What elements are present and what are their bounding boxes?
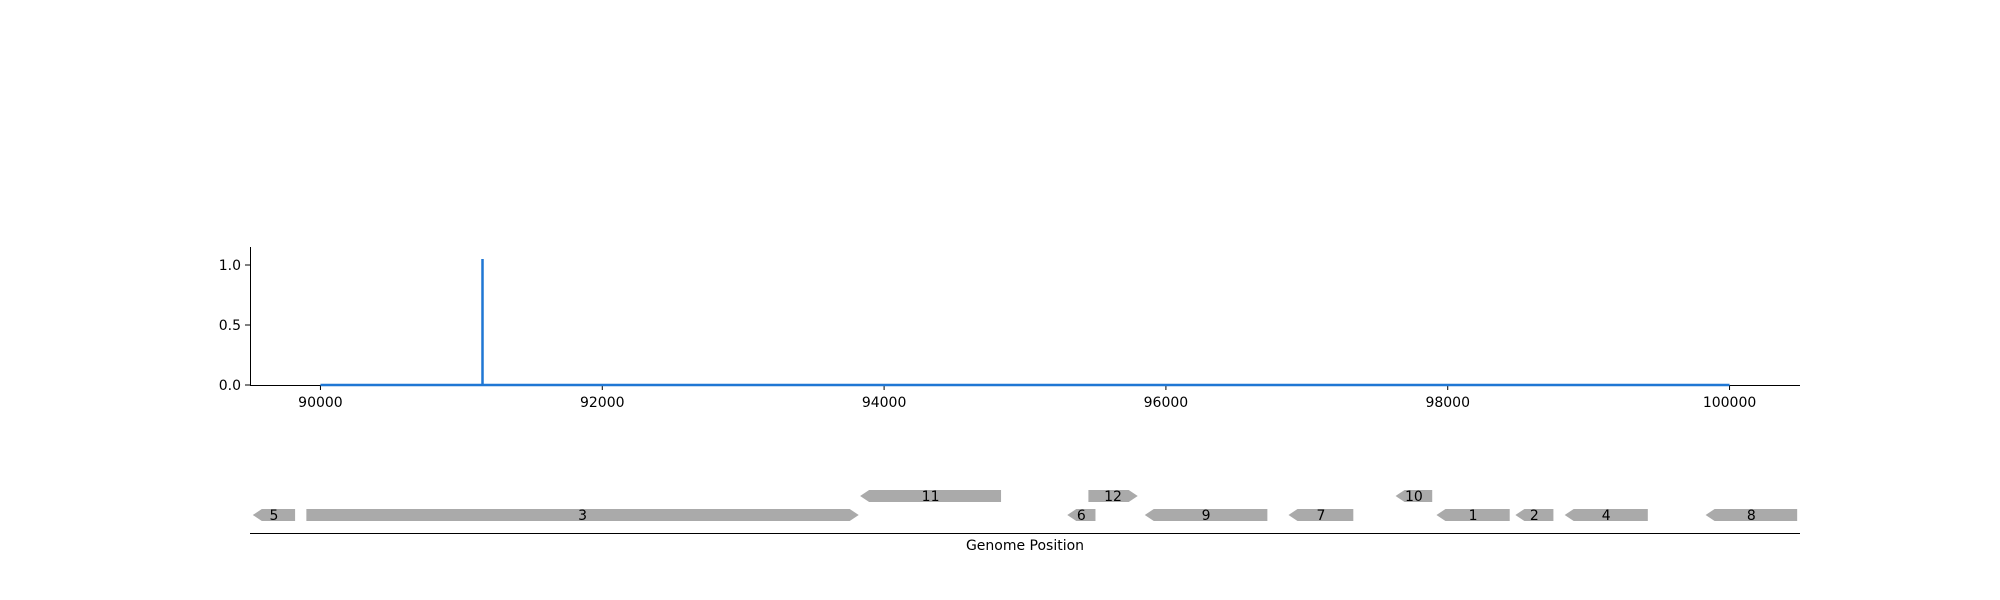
gene-label: 9	[1202, 508, 1211, 524]
y-tick-label: 1.0	[219, 258, 241, 274]
y-ticks: 0.0 0.5 1.0	[219, 258, 250, 394]
gene-arrow	[1144, 509, 1268, 521]
gene-label: 3	[578, 508, 587, 524]
gene-arrow	[860, 490, 1002, 502]
gene-arrow	[1067, 509, 1096, 521]
x-tick-label: 94000	[862, 395, 907, 411]
y-tick-label: 0.5	[219, 318, 241, 334]
gene-label: 5	[269, 508, 278, 524]
gene-arrow	[1436, 509, 1510, 521]
x-tick-label: 96000	[1144, 395, 1189, 411]
gene-label: 6	[1077, 508, 1086, 524]
y-tick-label: 0.0	[219, 378, 241, 394]
gene-arrow	[1395, 490, 1433, 502]
coverage-plot: 0.0 0.5 1.0 90000 92000 94000 96000 98000 10000…	[219, 247, 1800, 411]
x-tick-label: 90000	[298, 395, 343, 411]
x-ticks: 90000 92000 94000 96000 98000 100000	[298, 385, 1756, 411]
coverage-series-line	[320, 259, 1730, 387]
gene-arrow	[1088, 490, 1138, 502]
gene-arrow	[1564, 509, 1648, 521]
x-tick-label: 92000	[580, 395, 625, 411]
x-tick-label: 98000	[1425, 395, 1470, 411]
gene-arrow	[1705, 509, 1798, 521]
gene-label: 12	[1104, 489, 1122, 505]
gene-arrow	[1288, 509, 1354, 521]
gene-label: 11	[922, 489, 940, 505]
gene-label: 2	[1530, 508, 1539, 524]
gene-arrow	[252, 509, 296, 521]
gene-label: 1	[1469, 508, 1478, 524]
series-group	[320, 259, 1730, 387]
gene-label: 10	[1405, 489, 1423, 505]
x-tick-label: 100000	[1703, 395, 1756, 411]
gene-arrow	[306, 509, 859, 521]
gene-label: 4	[1602, 508, 1611, 524]
gene-label: 7	[1316, 508, 1325, 524]
gene-arrow	[1515, 509, 1554, 521]
gene-track-xlabel: Genome Position	[966, 538, 1084, 554]
gene-label: 8	[1747, 508, 1756, 524]
